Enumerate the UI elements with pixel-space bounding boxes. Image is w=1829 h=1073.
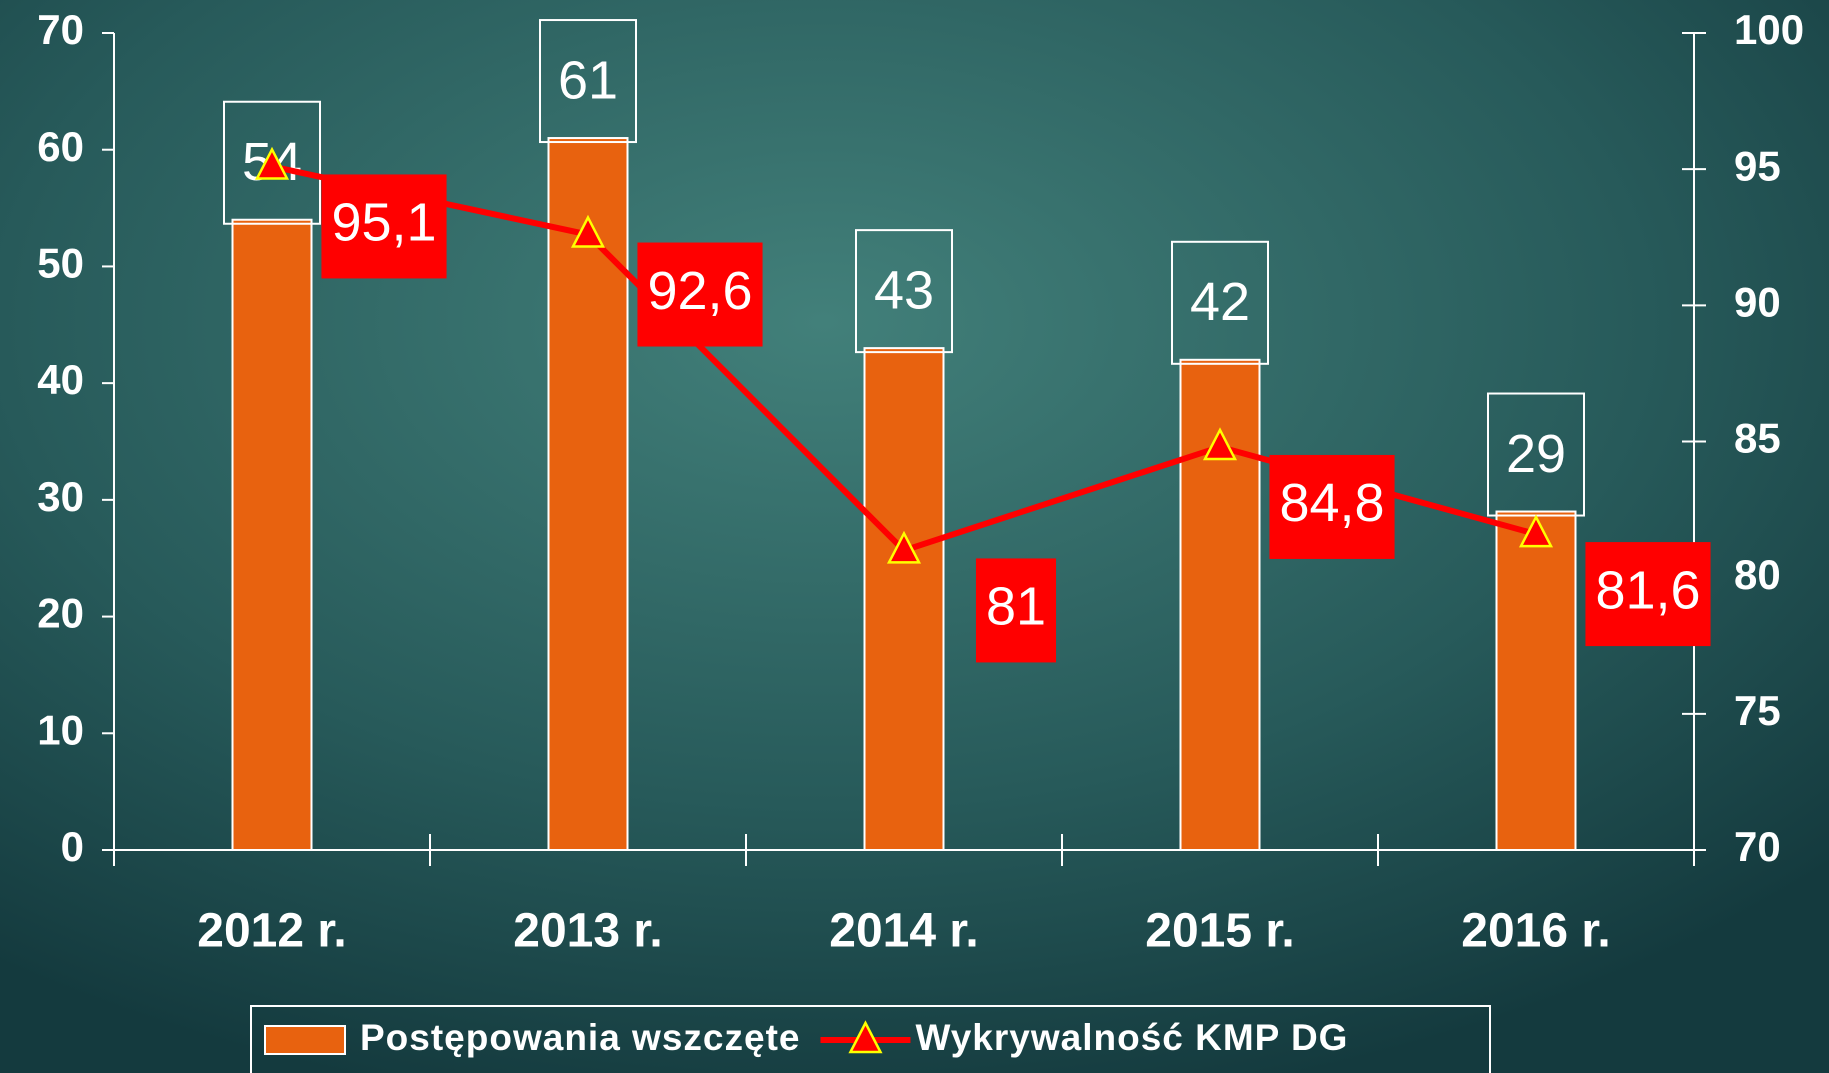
line-label: 92,6 [647, 261, 752, 321]
y2-tick-label: 90 [1734, 278, 1781, 325]
y-tick-label: 0 [61, 823, 84, 870]
line-marker [1518, 514, 1554, 548]
bar-label-box [539, 19, 637, 144]
line-label-box [1585, 542, 1711, 647]
line-label: 81 [986, 577, 1046, 637]
y2-tick-label: 85 [1734, 415, 1781, 462]
y-tick-label: 70 [37, 6, 84, 53]
y2-tick-label: 80 [1734, 551, 1781, 598]
legend-swatch [264, 1025, 346, 1055]
bar-label-box [223, 100, 321, 225]
line-label: 84,8 [1279, 473, 1384, 533]
line-label: 81,6 [1595, 560, 1700, 620]
bar [231, 218, 313, 851]
y-tick-label: 60 [37, 123, 84, 170]
y2-tick-label: 70 [1734, 823, 1781, 870]
bar-label: 61 [558, 50, 618, 110]
x-tick-label: 2016 r. [1461, 905, 1610, 958]
x-tick-label: 2014 r. [829, 905, 978, 958]
line-marker [570, 214, 606, 248]
line-label-box [321, 174, 447, 279]
y2-tick-label: 75 [1734, 687, 1781, 734]
y-tick-label: 10 [37, 706, 84, 753]
bar-label: 43 [874, 260, 934, 320]
x-tick-label: 2015 r. [1145, 905, 1294, 958]
x-tick-label: 2013 r. [513, 905, 662, 958]
line-label-box [637, 242, 763, 347]
bar [1495, 510, 1577, 851]
legend-marker [848, 1020, 883, 1054]
line-marker [886, 530, 922, 564]
bar-label: 42 [1190, 272, 1250, 332]
y-tick-label: 30 [37, 473, 84, 520]
line-marker [1202, 427, 1238, 461]
line-label-box [975, 558, 1057, 663]
x-tick-label: 2012 r. [197, 905, 346, 958]
bar-label: 29 [1506, 424, 1566, 484]
y-tick-label: 50 [37, 240, 84, 287]
line-marker [254, 146, 290, 180]
bar-label-box [855, 229, 953, 354]
bar [863, 347, 945, 851]
line-label: 95,1 [331, 193, 436, 253]
legend-label: Postępowania wszczęte [360, 1017, 800, 1058]
y-tick-label: 20 [37, 590, 84, 637]
y2-tick-label: 100 [1734, 6, 1804, 53]
legend-label: Wykrywalność KMP DG [915, 1017, 1348, 1058]
bar-label-box [1171, 240, 1269, 365]
line-label-box [1269, 454, 1395, 559]
legend-box [250, 1005, 1491, 1073]
y2-tick-label: 95 [1734, 142, 1781, 189]
y-tick-label: 40 [37, 356, 84, 403]
